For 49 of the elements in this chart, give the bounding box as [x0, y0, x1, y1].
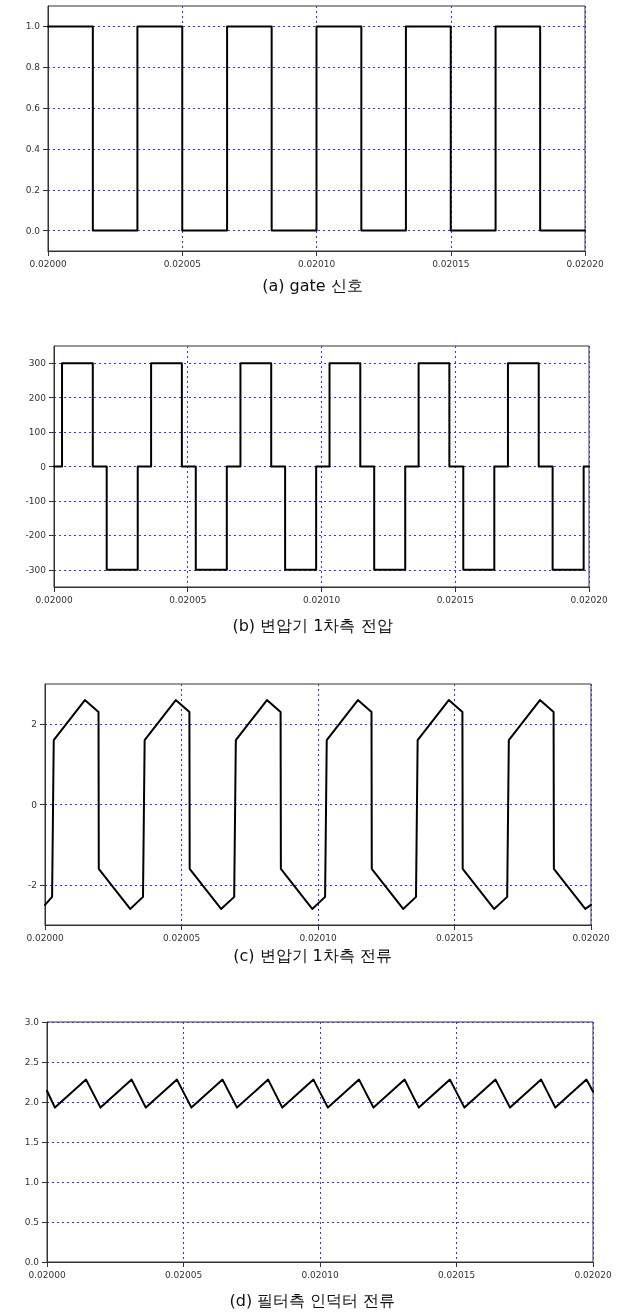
y-tick-label: 0: [40, 461, 47, 472]
line-series: [44, 699, 592, 910]
y-tick-label: 0.0: [25, 225, 41, 236]
x-tick-label: 0.02015: [432, 258, 470, 269]
y-tick-label: -300: [25, 564, 47, 575]
y-tick-label: 0.4: [25, 143, 41, 154]
y-tick-label: 0.8: [25, 62, 41, 73]
y-tick-label: 0.2: [25, 184, 40, 195]
y-tick-label: 2: [31, 719, 37, 730]
y-tick-label: 1.0: [24, 1177, 40, 1187]
x-tick-label: 0.02005: [164, 1269, 203, 1280]
y-tick-label: 2.5: [24, 1057, 39, 1067]
x-tick-label: 0.02010: [299, 932, 337, 943]
text: (a) gate 신호: [262, 275, 363, 295]
y-tick-label: 0: [31, 799, 38, 810]
x-tick-label: 0.02020: [570, 594, 608, 605]
y-tick-label: 0.0: [24, 1257, 40, 1267]
x-tick-label: 0.02020: [572, 932, 610, 943]
x-tick-label: 0.02000: [26, 932, 64, 943]
y-tick-label: 200: [28, 392, 47, 403]
y-tick-label: 300: [28, 358, 47, 369]
text: (c) 변압기 1차측 전류: [233, 945, 392, 965]
x-tick-label: 0.02000: [28, 1269, 66, 1280]
text: (d) 필터측 인덕터 전류: [229, 1290, 396, 1310]
x-tick-label: 0.02000: [29, 258, 67, 269]
line-series: [46, 1078, 594, 1109]
y-tick-label: 2.0: [24, 1097, 40, 1107]
x-tick-label: 0.02015: [436, 594, 474, 605]
x-tick-label: 0.02005: [163, 258, 201, 269]
x-tick-label: 0.02010: [302, 594, 341, 605]
x-tick-label: 0.02015: [437, 1269, 476, 1280]
x-tick-label: 0.02000: [35, 594, 73, 605]
y-tick-label: 100: [28, 427, 47, 438]
text: (b) 변압기 1차측 전압: [232, 615, 393, 635]
x-tick-label: 0.02020: [574, 1269, 612, 1280]
x-tick-label: 0.02010: [301, 1269, 339, 1280]
x-tick-label: 0.02005: [169, 594, 207, 605]
y-tick-label: -200: [25, 530, 47, 541]
y-tick-label: 3.0: [24, 1017, 40, 1027]
y-tick-label: 0.6: [25, 103, 41, 114]
x-tick-label: 0.02010: [297, 258, 336, 269]
x-tick-label: 0.02005: [162, 932, 201, 943]
x-tick-label: 0.02015: [435, 932, 474, 943]
y-tick-label: -100: [25, 495, 47, 506]
x-tick-label: 0.02020: [566, 258, 604, 269]
y-tick-label: 1.0: [25, 21, 41, 32]
y-tick-label: 1.5: [24, 1137, 39, 1147]
y-tick-label: -2: [28, 879, 37, 890]
y-tick-label: 0.5: [24, 1217, 39, 1227]
